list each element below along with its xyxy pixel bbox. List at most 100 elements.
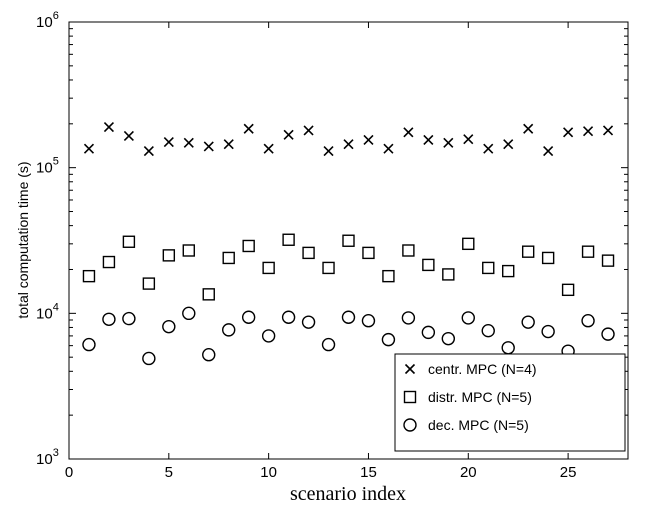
data-point-square: [502, 264, 515, 278]
data-point-square: [422, 258, 435, 272]
data-point-x: [523, 123, 534, 134]
x-stroke: [503, 139, 514, 150]
data-point-x: [143, 146, 154, 157]
x-axis-title: scenario index: [290, 483, 406, 505]
data-point-square: [82, 269, 96, 283]
data-point-square: [122, 235, 136, 248]
data-point-circle: [241, 310, 256, 324]
data-point-square: [282, 233, 295, 246]
legend-label: dec. MPC (N=5): [428, 417, 529, 433]
x-stroke: [303, 125, 314, 136]
x-stroke: [523, 123, 534, 134]
data-point-x: [343, 139, 354, 150]
legend-label: centr. MPC (N=4): [428, 361, 537, 377]
data-point-x: [463, 134, 474, 145]
data-point-x: [183, 137, 194, 148]
x-stroke: [163, 136, 174, 148]
legend: centr. MPC (N=4) distr. MPC (N=5) dec. MPC…: [394, 353, 626, 452]
data-point-x: [383, 143, 394, 154]
data-point-x: [243, 123, 254, 134]
data-point-x: [223, 139, 234, 150]
data-point-square: [322, 261, 335, 275]
data-point-square: [382, 269, 395, 283]
data-point-circle: [361, 314, 376, 328]
x-stroke: [463, 134, 474, 145]
data-point-square: [402, 244, 415, 257]
x-stroke: [563, 127, 574, 138]
data-point-x: [423, 134, 434, 146]
data-point-x: [602, 125, 614, 136]
x-stroke: [263, 143, 274, 154]
x-tick-label: 20: [460, 464, 477, 481]
y-tick-label: 106: [36, 10, 59, 31]
x-stroke: [404, 363, 416, 375]
x-stroke: [243, 123, 254, 134]
data-point-x: [283, 129, 294, 140]
x-stroke: [323, 146, 334, 157]
data-point-circle: [182, 306, 196, 321]
y-axis-title: total computation time (s): [15, 161, 31, 318]
data-point-x: [163, 136, 174, 148]
x-stroke: [343, 139, 354, 150]
data-point-circle: [541, 324, 555, 339]
legend-marker-x: [404, 363, 416, 375]
data-point-square: [102, 255, 116, 269]
data-point-circle: [222, 323, 236, 337]
x-tick-label: 15: [360, 464, 377, 481]
data-point-circle: [381, 332, 396, 347]
data-point-x: [403, 127, 414, 138]
x-stroke: [602, 125, 614, 136]
axis-ticks: 0 5 10 15 20 25 103 104 105 106: [36, 10, 628, 481]
data-point-square: [521, 245, 535, 258]
x-stroke: [583, 126, 594, 137]
x-stroke: [423, 134, 434, 146]
data-point-x: [303, 125, 314, 136]
x-stroke: [203, 141, 214, 152]
data-point-circle: [261, 329, 276, 343]
y-tick-label: 104: [36, 301, 59, 322]
data-point-circle: [421, 325, 436, 340]
data-point-x: [83, 143, 95, 154]
data-point-circle: [341, 310, 356, 324]
x-tick-label: 25: [560, 464, 577, 481]
data-point-square: [601, 254, 615, 267]
x-stroke: [283, 129, 294, 140]
y-tick-label: 103: [36, 447, 59, 468]
data-point-square: [482, 261, 495, 275]
data-point-square: [561, 283, 575, 297]
legend-label: distr. MPC (N=5): [428, 389, 532, 405]
x-stroke: [103, 121, 114, 133]
data-point-square: [342, 234, 355, 247]
data-point-square: [242, 239, 255, 253]
x-stroke: [403, 127, 414, 138]
data-point-circle: [401, 311, 416, 325]
data-point-x: [563, 127, 574, 138]
data-point-square: [581, 245, 595, 258]
data-point-circle: [142, 351, 156, 366]
data-point-circle: [102, 312, 116, 326]
data-point-circle: [122, 311, 136, 326]
x-stroke: [543, 146, 554, 157]
data-point-circle: [82, 337, 96, 352]
data-point-circle: [441, 331, 456, 346]
data-point-square: [362, 246, 375, 260]
x-stroke: [183, 137, 194, 148]
y-tick-label: 105: [36, 156, 59, 177]
x-tick-label: 10: [260, 464, 277, 481]
data-point-square: [302, 246, 315, 260]
data-point-square: [202, 288, 215, 301]
x-stroke: [443, 137, 454, 148]
data-point-x: [323, 146, 334, 157]
legend-items: centr. MPC (N=4) distr. MPC (N=5) dec. MPC…: [403, 361, 537, 433]
data-point-circle: [521, 315, 535, 329]
legend-marker-square: [403, 390, 417, 404]
data-point-square: [462, 237, 475, 251]
x-tick-label: 0: [65, 464, 73, 481]
data-point-circle: [461, 311, 475, 325]
data-point-circle: [321, 337, 336, 352]
data-point-x: [263, 143, 274, 154]
x-stroke: [223, 139, 234, 150]
data-point-square: [541, 251, 555, 265]
data-point-circle: [581, 314, 595, 328]
data-point-x: [123, 130, 134, 142]
